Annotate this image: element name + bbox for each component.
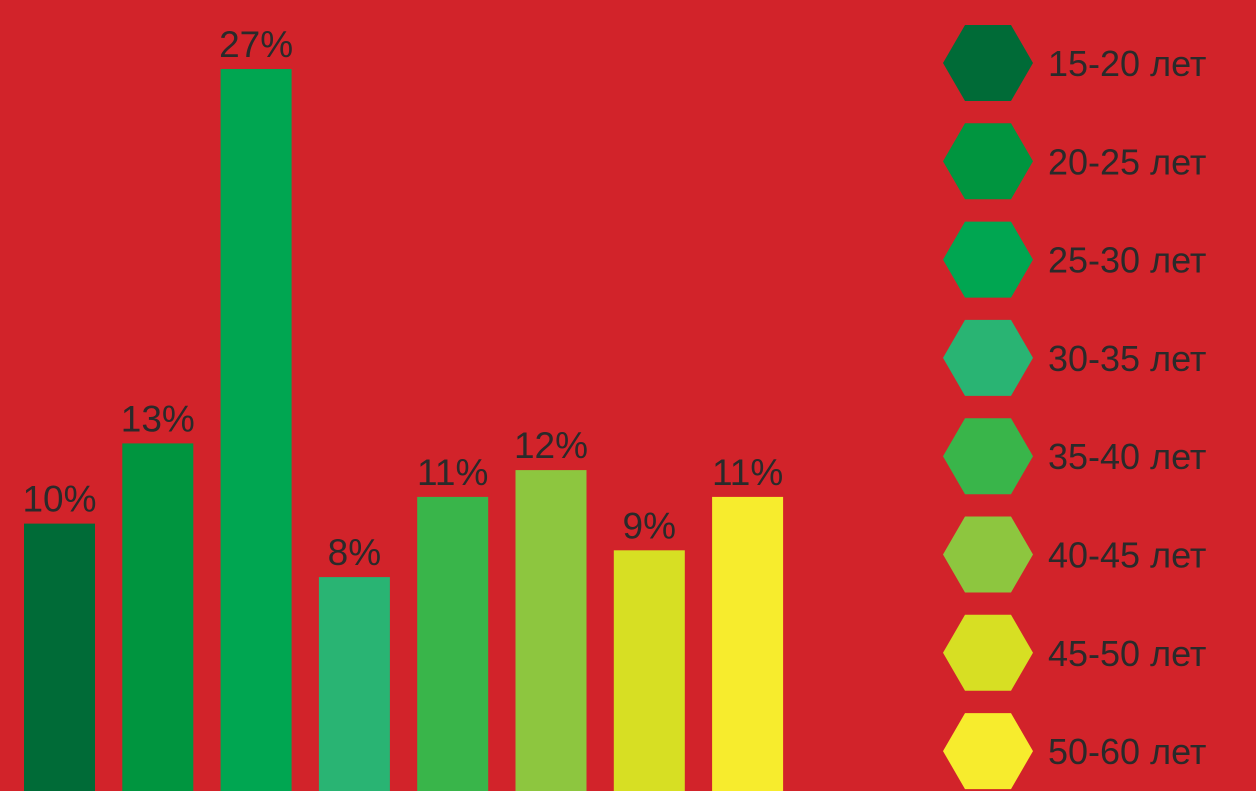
bar-7	[613, 550, 685, 791]
bar-value-label-7: 9%	[623, 505, 676, 546]
legend-hexagon-icon	[943, 614, 1033, 691]
legend-item-4: 30-35 лет	[943, 319, 1206, 396]
legend-item-7: 45-50 лет	[943, 614, 1206, 691]
legend: 15-20 лет 20-25 лет 25-30 лет 30-35 лет 35-4…	[943, 25, 1206, 790]
bar-4	[318, 577, 390, 791]
value-labels-group: 10% 13% 27% 8% 11% 12% 9% 11%	[22, 24, 783, 573]
bar-value-label-8: 11%	[712, 452, 783, 493]
legend-label-7: 45-50 лет	[1048, 633, 1206, 674]
bar-value-label-2: 13%	[121, 398, 195, 439]
bar-value-label-3: 27%	[219, 24, 293, 65]
legend-label-3: 25-30 лет	[1048, 240, 1206, 281]
legend-item-5: 35-40 лет	[943, 418, 1206, 495]
legend-item-6: 40-45 лет	[943, 516, 1206, 593]
legend-hexagon-icon	[943, 221, 1033, 298]
bar-value-label-4: 8%	[328, 532, 381, 573]
bar-value-label-6: 12%	[514, 425, 588, 466]
bar-8	[712, 496, 784, 791]
legend-hexagon-icon	[943, 516, 1033, 593]
legend-label-8: 50-60 лет	[1048, 731, 1206, 772]
legend-label-1: 15-20 лет	[1048, 43, 1206, 84]
legend-item-2: 20-25 лет	[943, 123, 1206, 200]
bar-value-label-5: 11%	[417, 452, 488, 493]
legend-label-6: 40-45 лет	[1048, 535, 1206, 576]
legend-label-4: 30-35 лет	[1048, 338, 1206, 379]
bar-2	[122, 443, 194, 791]
legend-hexagon-icon	[943, 713, 1033, 790]
legend-hexagon-icon	[943, 25, 1033, 101]
legend-hexagon-icon	[943, 123, 1033, 200]
legend-label-2: 20-25 лет	[1048, 141, 1206, 182]
bar-1	[24, 523, 95, 791]
bar-5	[417, 496, 489, 791]
legend-hexagon-icon	[943, 418, 1033, 495]
legend-item-3: 25-30 лет	[943, 221, 1206, 298]
bar-6	[515, 470, 587, 791]
bars-group	[24, 69, 784, 791]
bar-3	[220, 69, 292, 791]
legend-hexagon-icon	[943, 319, 1033, 396]
legend-label-5: 35-40 лет	[1048, 436, 1206, 477]
bar-value-label-1: 10%	[22, 479, 96, 520]
legend-item-1: 15-20 лет	[943, 25, 1206, 101]
legend-item-8: 50-60 лет	[943, 713, 1206, 790]
